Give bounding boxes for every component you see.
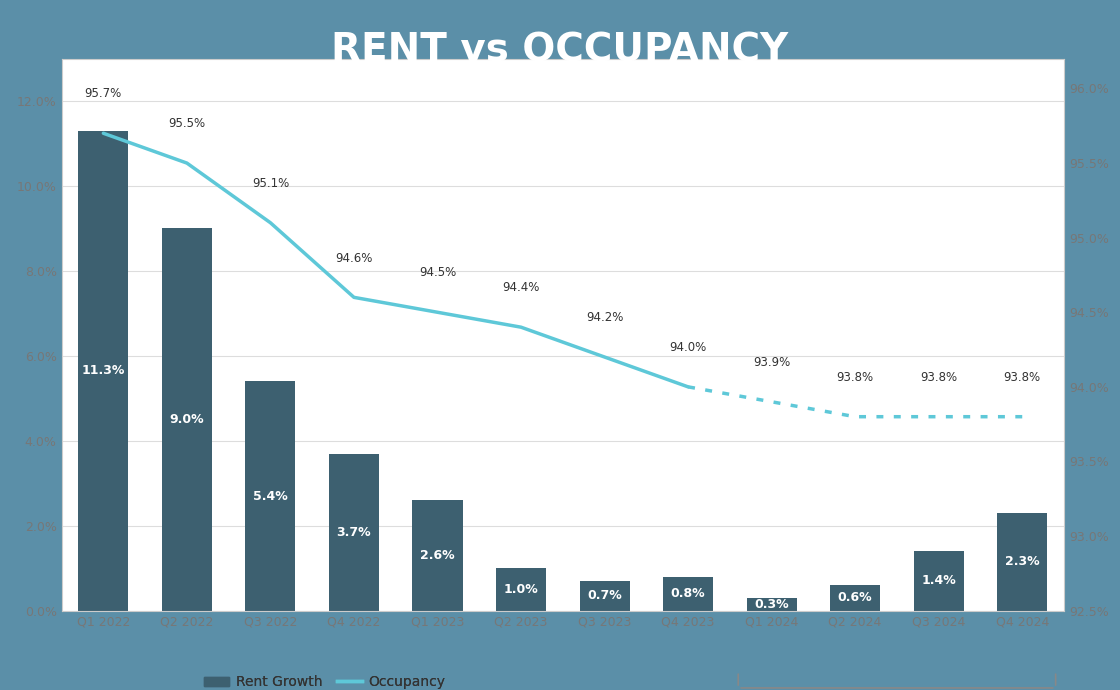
Text: 93.9%: 93.9% [753, 356, 791, 369]
Text: 11.3%: 11.3% [82, 364, 125, 377]
Bar [245, 382, 296, 611]
Bar [496, 568, 547, 611]
Text: 9.0%: 9.0% [169, 413, 204, 426]
Text: 0.8%: 0.8% [671, 587, 706, 600]
Text: 1.0%: 1.0% [504, 583, 539, 596]
Text: RENT vs OCCUPANCY: RENT vs OCCUPANCY [332, 31, 788, 69]
Text: 95.1%: 95.1% [252, 177, 289, 190]
Text: 93.8%: 93.8% [921, 371, 958, 384]
Bar [579, 581, 629, 611]
Text: 0.7%: 0.7% [587, 589, 622, 602]
Text: 2.3%: 2.3% [1005, 555, 1039, 569]
Text: 1.4%: 1.4% [922, 575, 956, 587]
Text: 94.5%: 94.5% [419, 266, 456, 279]
Bar [663, 577, 713, 611]
Text: 0.6%: 0.6% [838, 591, 872, 604]
Text: 2.6%: 2.6% [420, 549, 455, 562]
Text: 94.2%: 94.2% [586, 311, 623, 324]
Text: 95.5%: 95.5% [168, 117, 205, 130]
Text: 94.0%: 94.0% [670, 341, 707, 354]
Text: 94.4%: 94.4% [503, 282, 540, 295]
Bar [997, 513, 1047, 611]
Bar [412, 500, 463, 611]
Bar [329, 453, 379, 611]
Text: 93.8%: 93.8% [837, 371, 874, 384]
Legend: Rent Growth, Occupancy: Rent Growth, Occupancy [199, 670, 451, 690]
Text: 0.3%: 0.3% [755, 598, 788, 611]
Bar [78, 131, 129, 611]
Bar [747, 598, 796, 611]
Bar [161, 228, 212, 611]
Bar [914, 551, 963, 611]
Text: 94.6%: 94.6% [335, 252, 373, 264]
Text: 5.4%: 5.4% [253, 489, 288, 502]
Text: 93.8%: 93.8% [1004, 371, 1040, 384]
Text: 3.7%: 3.7% [337, 526, 371, 539]
Bar [830, 585, 880, 611]
Text: 95.7%: 95.7% [85, 88, 122, 101]
